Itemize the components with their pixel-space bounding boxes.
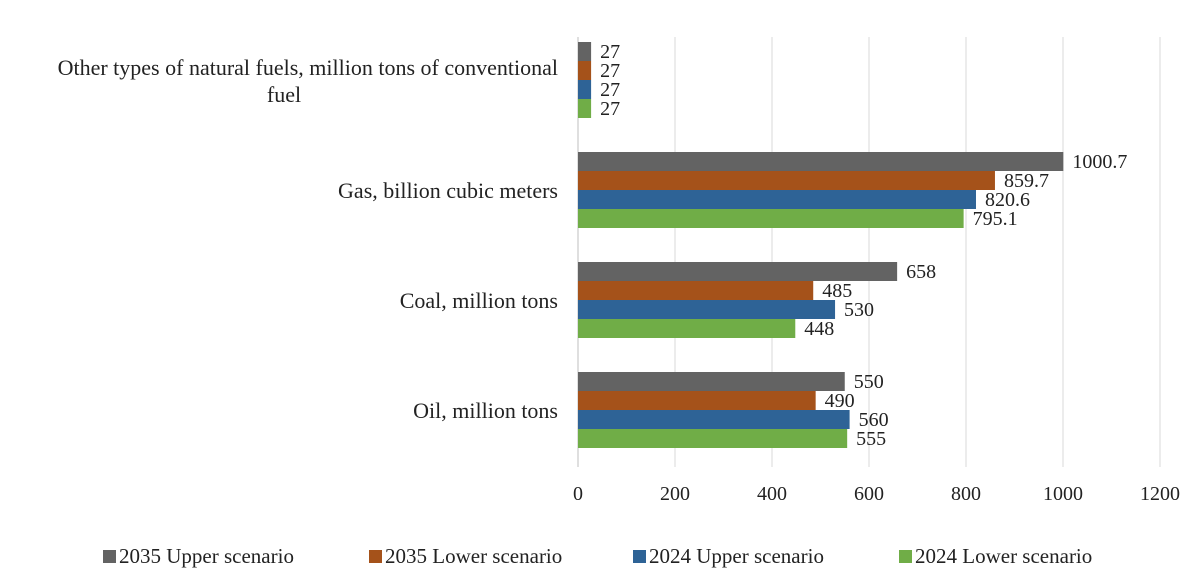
data-labels: 27 1000.7 658 550 27 859.7 485 490 27 820.6 530 560… [600, 41, 1127, 450]
legend-label-2: 2024 Upper scenario [649, 544, 824, 568]
bar-series-2-category-1 [578, 190, 976, 209]
bar-series-3-category-0 [578, 99, 592, 118]
category-label-0-line-0: Other types of natural fuels, million to… [58, 55, 558, 80]
data-label-series-0-category-1: 1000.7 [1072, 151, 1127, 173]
legend-swatch-3 [899, 550, 912, 563]
data-label-series-3-category-1: 795.1 [973, 208, 1018, 230]
x-tick-label-400: 400 [757, 483, 787, 505]
legend-label-0: 2035 Upper scenario [119, 544, 294, 568]
data-label-series-3-category-0: 27 [600, 98, 620, 120]
bar-series-2-category-2 [578, 300, 836, 319]
data-label-series-1-category-0: 27 [600, 60, 620, 82]
x-tick-label-0: 0 [573, 483, 583, 505]
data-label-series-2-category-2: 530 [844, 299, 874, 321]
x-tick-label-1200: 1200 [1140, 483, 1180, 505]
data-label-series-2-category-3: 560 [859, 409, 889, 431]
legend-swatch-2 [633, 550, 646, 563]
category-label-2: Coal, million tons [400, 288, 558, 313]
bar-series-0-category-1 [578, 152, 1064, 171]
bar-series-1-category-0 [578, 61, 592, 80]
bar-series-0-category-0 [578, 42, 592, 61]
bar-series-0-category-2 [578, 262, 898, 281]
legend-label-1: 2035 Lower scenario [385, 544, 562, 568]
category-label-1: Gas, billion cubic meters [338, 178, 558, 203]
bar-series-2-category-3 [578, 410, 850, 429]
data-label-series-0-category-2: 658 [906, 261, 936, 283]
x-axis-ticks: 0 200 400 600 800 1000 1200 [573, 483, 1180, 505]
x-tick-label-800: 800 [951, 483, 981, 505]
bar-series-0-category-3 [578, 372, 845, 391]
data-label-series-3-category-2: 448 [804, 318, 834, 340]
category-labels: Other types of natural fuels, million to… [58, 55, 558, 423]
legend: 2035 Upper scenario 2035 Lower scenario 20… [103, 544, 1092, 568]
x-tick-label-600: 600 [854, 483, 884, 505]
x-tick-label-200: 200 [660, 483, 690, 505]
data-label-series-3-category-3: 555 [856, 428, 886, 450]
data-label-series-1-category-1: 859.7 [1004, 170, 1049, 192]
bar-series-1-category-3 [578, 391, 816, 410]
bars [578, 42, 1064, 448]
legend-swatch-1 [369, 550, 382, 563]
bar-series-3-category-2 [578, 319, 796, 338]
bar-series-1-category-1 [578, 171, 995, 190]
category-label-3: Oil, million tons [413, 398, 558, 423]
data-label-series-1-category-2: 485 [822, 280, 852, 302]
data-label-series-2-category-0: 27 [600, 79, 620, 101]
data-label-series-0-category-0: 27 [600, 41, 620, 63]
legend-label-3: 2024 Lower scenario [915, 544, 1092, 568]
bar-series-2-category-0 [578, 80, 592, 99]
legend-swatch-0 [103, 550, 116, 563]
bar-series-3-category-3 [578, 429, 848, 448]
category-label-0-line-1: fuel [267, 82, 301, 107]
bar-series-3-category-1 [578, 209, 964, 228]
data-label-series-0-category-3: 550 [854, 371, 884, 393]
gridlines [577, 37, 1161, 467]
data-label-series-2-category-1: 820.6 [985, 189, 1030, 211]
data-label-series-1-category-3: 490 [825, 390, 855, 412]
x-tick-label-1000: 1000 [1043, 483, 1083, 505]
bar-series-1-category-2 [578, 281, 814, 300]
